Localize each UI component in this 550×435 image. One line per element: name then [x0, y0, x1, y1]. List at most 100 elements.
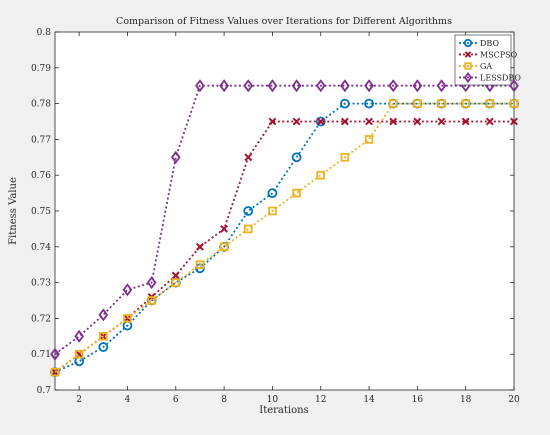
data-point-lessdbo	[364, 79, 374, 93]
data-point-ga	[340, 152, 350, 162]
data-point-mscpso	[461, 117, 470, 126]
data-series	[50, 79, 519, 378]
data-point-ga	[485, 99, 495, 108]
data-point-lessdbo	[388, 79, 399, 93]
y-tick-label: 0.8	[37, 28, 52, 38]
x-tick-label: 2	[76, 395, 82, 405]
data-point-mscpso	[292, 117, 301, 126]
x-tick-label: 4	[125, 395, 131, 405]
legend-label-lessdbo: LESSDBO	[480, 74, 521, 83]
data-point-mscpso	[365, 117, 373, 126]
data-point-mscpso	[413, 117, 422, 126]
data-point-ga	[316, 170, 326, 180]
x-tick-label: 16	[412, 395, 424, 405]
data-point-mscpso	[268, 117, 277, 126]
data-point-ga	[195, 260, 205, 269]
data-point-ga	[437, 99, 446, 108]
data-point-lessdbo	[146, 276, 157, 290]
legend-label-dbo: DBO	[480, 39, 499, 48]
data-point-ga	[147, 296, 156, 305]
data-point-lessdbo	[436, 79, 447, 93]
data-point-ga	[99, 331, 108, 341]
series-lessdbo	[50, 79, 519, 361]
data-point-lessdbo	[170, 150, 181, 164]
data-point-ga	[123, 314, 132, 323]
y-tick-label: 0.74	[31, 243, 51, 253]
x-tick-label: 14	[363, 395, 375, 405]
x-tick-label: 10	[267, 395, 279, 405]
x-tick-label: 6	[173, 395, 179, 405]
y-axis-label: Fitness Value	[8, 177, 19, 245]
data-point-ga	[461, 99, 470, 108]
legend-marker-ga	[464, 62, 472, 70]
data-point-mscpso	[510, 117, 518, 126]
y-tick-label: 0.76	[31, 171, 51, 181]
legend-label-mscpso: MSCPSO	[480, 51, 518, 60]
data-point-mscpso	[340, 117, 349, 126]
data-point-mscpso	[437, 117, 446, 126]
data-point-lessdbo	[50, 347, 60, 361]
series-ga	[50, 99, 519, 377]
y-tick-label: 0.75	[31, 207, 51, 217]
y-tick-label: 0.71	[31, 350, 51, 360]
data-point-lessdbo	[74, 329, 85, 343]
data-point-mscpso	[196, 242, 204, 251]
data-point-lessdbo	[243, 79, 254, 93]
data-point-mscpso	[389, 117, 398, 126]
data-point-lessdbo	[291, 79, 302, 93]
y-tick-label: 0.73	[31, 279, 51, 289]
chart-title: Comparison of Fitness Values over Iterat…	[116, 16, 452, 27]
y-tick-label: 0.78	[31, 100, 51, 110]
x-tick-label: 20	[508, 395, 520, 405]
x-tick-label: 12	[315, 395, 326, 405]
x-axis-label: Iterations	[259, 405, 308, 416]
data-point-dbo	[243, 206, 254, 216]
data-point-lessdbo	[195, 79, 205, 93]
data-point-lessdbo	[122, 283, 133, 297]
series-line-dbo	[54, 102, 514, 373]
legend-marker-lessdbo	[463, 72, 473, 83]
data-point-lessdbo	[412, 79, 423, 93]
data-point-dbo	[98, 342, 109, 352]
y-tick-label: 0.77	[31, 135, 51, 145]
data-point-dbo	[291, 152, 302, 163]
legend-marker-dbo	[463, 38, 473, 48]
axis-ticks: 2 4 6 8 10 12 14 16 18 20 0.7 0.71 0.72 0.73 0.74 0.75 0…	[31, 28, 520, 405]
y-tick-label: 0.7	[37, 386, 52, 396]
data-point-lessdbo	[219, 79, 229, 93]
x-tick-label: 8	[221, 395, 227, 405]
data-point-dbo	[267, 188, 278, 199]
data-point-dbo	[339, 98, 350, 109]
data-point-lessdbo	[315, 79, 326, 93]
data-point-ga	[388, 99, 398, 108]
data-point-ga	[509, 99, 519, 108]
data-point-ga	[74, 349, 84, 359]
data-point-ga	[243, 224, 253, 234]
y-tick-label: 0.79	[31, 64, 51, 74]
data-point-lessdbo	[340, 79, 350, 93]
data-point-lessdbo	[98, 308, 109, 322]
data-point-ga	[50, 367, 60, 377]
legend-marker-mscpso	[464, 51, 472, 58]
data-point-lessdbo	[509, 79, 519, 93]
legend-label-ga: GA	[480, 62, 492, 71]
x-tick-label: 18	[460, 395, 472, 405]
data-point-ga	[413, 99, 422, 108]
data-point-mscpso	[244, 153, 253, 162]
data-point-mscpso	[171, 271, 180, 280]
data-point-lessdbo	[267, 79, 278, 93]
data-point-dbo	[364, 98, 374, 109]
legend: DBO MSCPSO GA LESSDBO	[454, 34, 521, 86]
data-point-mscpso	[316, 117, 325, 126]
y-tick-label: 0.72	[31, 314, 51, 324]
data-point-ga	[171, 278, 181, 287]
plot-area	[54, 31, 515, 391]
data-point-ga	[364, 135, 374, 144]
data-point-mscpso	[485, 117, 494, 126]
data-point-mscpso	[220, 224, 229, 233]
data-point-ga	[219, 242, 229, 252]
data-point-ga	[292, 188, 301, 198]
data-point-ga	[268, 206, 277, 216]
